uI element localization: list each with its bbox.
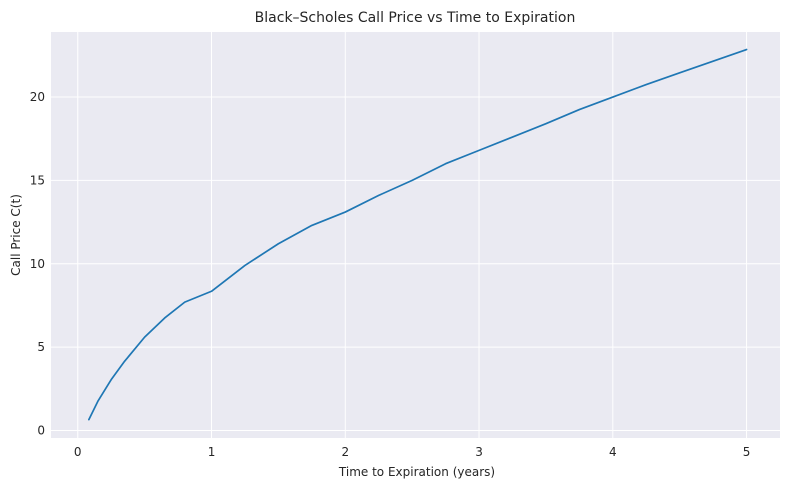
x-tick-label: 5	[743, 445, 751, 459]
x-tick-label: 0	[74, 445, 82, 459]
x-tick-label: 3	[475, 445, 483, 459]
plot-area	[51, 32, 780, 438]
x-axis-ticks: 0 1 2 3 4 5	[74, 445, 750, 459]
grid	[51, 32, 780, 438]
y-tick-label: 20	[30, 90, 45, 104]
y-tick-label: 10	[30, 257, 45, 271]
y-axis-title: Call Price C(t)	[9, 194, 23, 276]
x-axis-title: Time to Expiration (years)	[338, 465, 495, 479]
y-tick-label: 0	[37, 423, 45, 437]
x-tick-label: 4	[609, 445, 617, 459]
chart-title: Black–Scholes Call Price vs Time to Expi…	[255, 10, 576, 26]
y-axis-ticks: 0 5 10 15 20	[30, 90, 45, 437]
series-line	[88, 48, 748, 421]
x-tick-label: 2	[341, 445, 349, 459]
x-tick-label: 1	[208, 445, 216, 459]
y-tick-label: 5	[37, 340, 45, 354]
y-tick-label: 15	[30, 173, 45, 187]
